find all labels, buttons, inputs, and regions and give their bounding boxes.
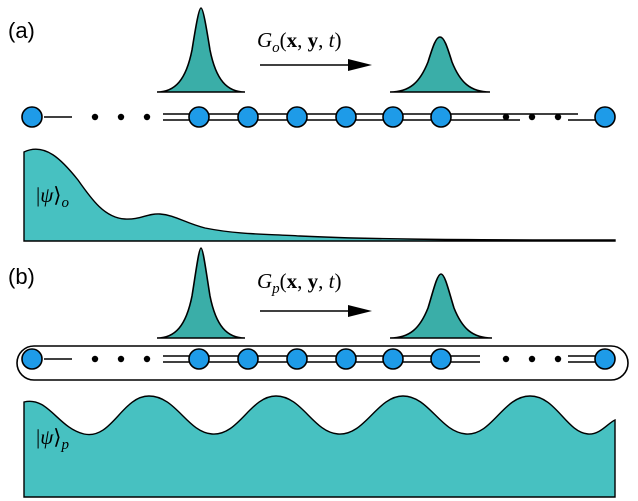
lattice-site — [21, 348, 43, 370]
lattice-site — [286, 348, 308, 370]
operator-symbol: G — [257, 269, 272, 293]
panel-b-periodic-boundary-ring — [16, 345, 629, 381]
wavefunction-subscript: p — [60, 437, 69, 453]
operator-arg-y: y — [308, 28, 319, 52]
operator-subscript: o — [272, 40, 280, 56]
lattice-site — [286, 106, 308, 128]
panel-a-lattice-chain — [21, 106, 616, 128]
panel-a-evolved-wavepacket — [389, 36, 491, 93]
lattice-site — [594, 106, 616, 128]
lattice-site — [188, 106, 210, 128]
lattice-site — [237, 106, 259, 128]
lattice-site — [21, 106, 43, 128]
operator-arg-y: y — [308, 269, 319, 293]
panel-b-label: (b) — [8, 264, 35, 289]
wavefunction-subscript: o — [61, 195, 69, 211]
panel-a: (a) Go(x, y, t) — [8, 7, 616, 242]
lattice-site — [237, 348, 259, 370]
panel-a-operator-label: Go(x, y, t) — [257, 28, 342, 56]
panel-b-operator-label: Gp(x, y, t) — [257, 269, 342, 297]
panel-a-arrowhead — [348, 59, 372, 71]
panel-a-wavefunction-label: |ψ⟩o — [36, 183, 69, 211]
wavefunction-symbol: ψ — [40, 425, 54, 449]
panel-b-wavefunction-label: |ψ⟩p — [36, 425, 69, 453]
lattice-site — [188, 348, 210, 370]
lattice-site — [430, 106, 452, 128]
panel-a-initial-wavepacket — [156, 7, 246, 93]
panel-b-lattice-chain — [21, 348, 616, 370]
panel-a-label: (a) — [8, 18, 35, 43]
operator-subscript: p — [271, 281, 280, 297]
wavefunction-symbol: ψ — [40, 183, 54, 207]
lattice-site — [382, 348, 404, 370]
panel-b-wavefunction-profile — [23, 395, 616, 498]
panel-a-wavefunction-profile — [23, 148, 616, 242]
panel-b-evolved-wavepacket — [389, 273, 493, 339]
lattice-site — [594, 348, 616, 370]
operator-symbol: G — [257, 28, 272, 52]
operator-arg-t: t — [329, 269, 336, 293]
panel-b: (b) Gp(x, y, t) — [8, 247, 629, 498]
operator-arg-x: x — [287, 28, 298, 52]
lattice-site — [430, 348, 452, 370]
operator-arg-x: x — [287, 269, 298, 293]
lattice-site — [335, 348, 357, 370]
operator-arg-t: t — [329, 28, 336, 52]
lattice-site — [335, 106, 357, 128]
panel-b-arrowhead — [348, 305, 372, 317]
panel-b-initial-wavepacket — [156, 247, 246, 339]
lattice-site — [382, 106, 404, 128]
